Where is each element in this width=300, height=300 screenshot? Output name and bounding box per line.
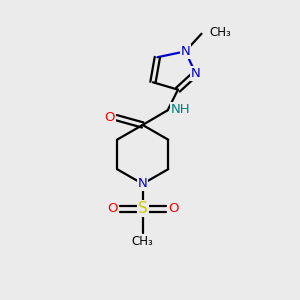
Text: O: O (168, 202, 178, 215)
Text: CH₃: CH₃ (209, 26, 231, 39)
Text: N: N (191, 67, 200, 80)
Text: O: O (104, 111, 115, 124)
Text: NH: NH (171, 103, 191, 116)
Text: N: N (181, 45, 190, 58)
Text: O: O (107, 202, 117, 215)
Text: N: N (138, 177, 148, 190)
Text: S: S (138, 201, 148, 216)
Text: CH₃: CH₃ (132, 235, 154, 248)
